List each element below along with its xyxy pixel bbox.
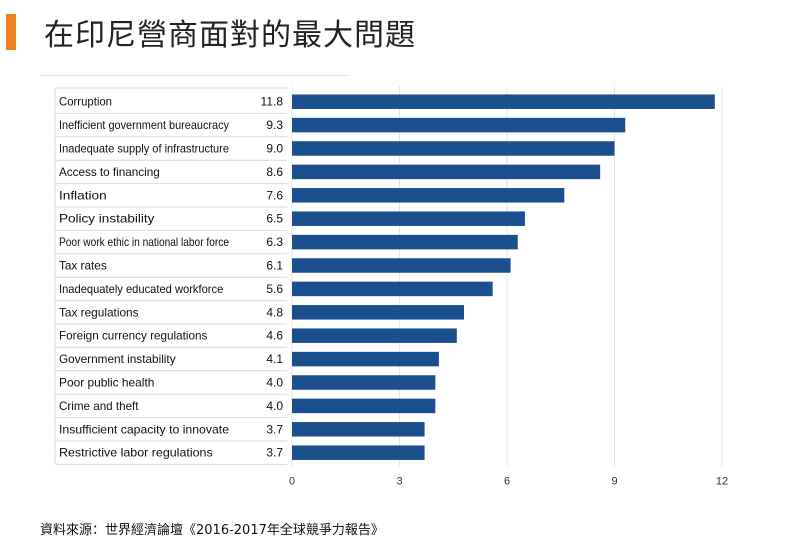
bar: [292, 281, 493, 297]
category-label: Poor public health: [59, 376, 154, 390]
bar: [292, 328, 457, 343]
bar: [292, 94, 715, 109]
value-label: 6.1: [266, 259, 283, 273]
bar: [292, 422, 425, 437]
value-label: 3.7: [266, 422, 283, 436]
bar-chart: 0 3 6 9 12 Corruption 11.8 Inefficient governme…: [54, 86, 728, 487]
category-label: Insufficient capacity to innovate: [59, 422, 229, 436]
category-label: Policy instability: [59, 212, 154, 226]
page-title: 在印尼營商面對的最大問題: [44, 18, 416, 53]
value-label: 5.6: [266, 282, 283, 296]
value-label: 9.0: [266, 142, 283, 156]
value-label: 4.8: [266, 305, 283, 319]
bar: [292, 351, 439, 367]
bar: [292, 164, 601, 180]
bar: [292, 141, 615, 156]
bar: [292, 305, 464, 320]
x-tick-label: 3: [396, 475, 402, 487]
value-label: 6.3: [266, 235, 283, 249]
x-tick-label: 6: [504, 475, 510, 487]
category-label: Tax regulations: [59, 305, 139, 319]
x-tick-label: 0: [289, 475, 295, 487]
category-label: Access to financing: [59, 165, 160, 179]
value-label: 6.5: [266, 212, 283, 226]
category-label: Inadequate supply of infrastructure: [59, 142, 229, 156]
value-label: 7.6: [266, 188, 283, 202]
value-label: 8.6: [266, 165, 283, 179]
value-label: 3.7: [266, 446, 283, 460]
category-label: Corruption: [59, 95, 112, 109]
bar: [292, 375, 436, 390]
category-label: Government instability: [59, 352, 176, 366]
x-tick-label: 12: [716, 475, 728, 487]
category-label: Tax rates: [59, 259, 107, 273]
bar: [292, 188, 565, 203]
category-label: Inadequately educated workforce: [59, 282, 224, 296]
value-label: 4.6: [266, 329, 283, 343]
bar: [292, 445, 425, 460]
title-accent-bar: [6, 14, 16, 50]
category-label: Inflation: [59, 188, 107, 202]
bar: [292, 258, 511, 273]
bar: [292, 234, 518, 250]
category-label: Foreign currency regulations: [59, 329, 207, 343]
x-tick-label: 9: [611, 475, 617, 487]
category-label: Inefficient government bureaucracy: [59, 118, 229, 132]
bar: [292, 398, 436, 414]
value-label: 9.3: [266, 118, 283, 132]
bar: [292, 211, 525, 226]
value-label: 4.1: [266, 352, 283, 366]
category-label: Poor work ethic in national labor force: [59, 235, 229, 249]
value-label: 11.8: [261, 95, 284, 109]
source-note: 資料來源：世界經濟論壇《2016-2017年全球競爭力報告》: [40, 523, 384, 538]
value-label: 4.0: [266, 399, 283, 413]
category-label: Crime and theft: [59, 399, 139, 413]
category-label: Restrictive labor regulations: [59, 446, 213, 460]
value-label: 4.0: [266, 376, 283, 390]
bar: [292, 117, 626, 133]
title-divider: [40, 75, 348, 76]
